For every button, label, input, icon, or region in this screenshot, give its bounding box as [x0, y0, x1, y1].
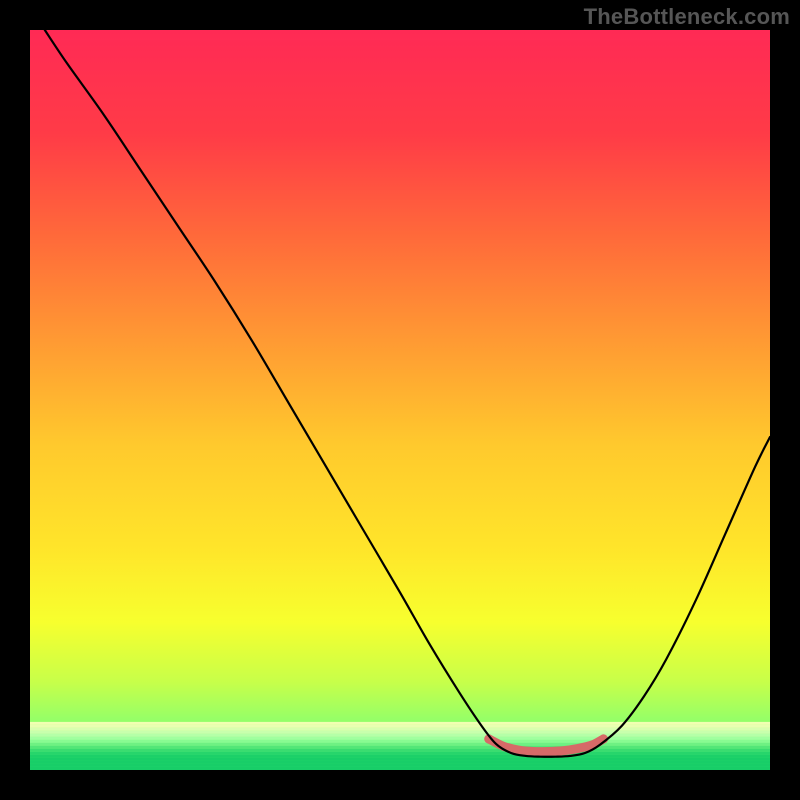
chart-svg: [0, 0, 800, 800]
chart-container: TheBottleneck.com: [0, 0, 800, 800]
bottleneck-curve-chart: [0, 0, 800, 800]
watermark-text: TheBottleneck.com: [584, 4, 790, 30]
